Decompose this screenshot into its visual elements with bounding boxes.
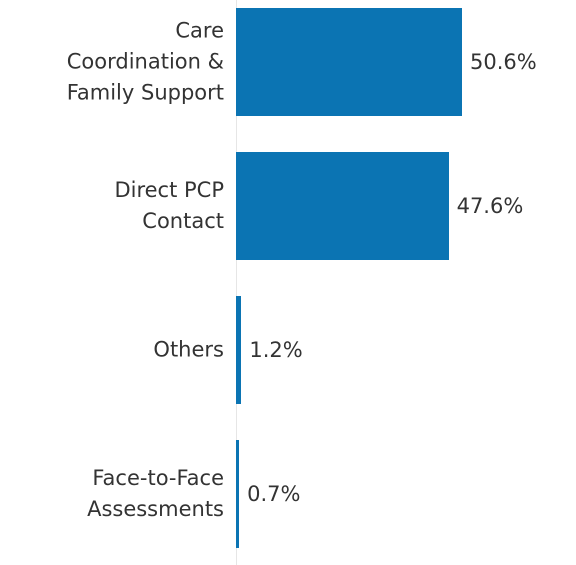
bar	[236, 296, 242, 404]
category-label: Face-to-Face Assessments	[87, 466, 224, 521]
value-label: 0.7%	[247, 482, 301, 506]
value-label: 47.6%	[456, 194, 524, 218]
value-label: 1.2%	[249, 338, 303, 362]
axis-line	[236, 0, 237, 565]
category-label: Others	[153, 337, 224, 362]
bar	[236, 152, 449, 260]
category-label: Direct PCP Contact	[114, 178, 224, 233]
bar	[236, 440, 240, 548]
bar	[236, 8, 462, 116]
value-label: 50.6%	[469, 50, 537, 74]
category-label: Care Coordination & Family Support	[66, 18, 224, 105]
